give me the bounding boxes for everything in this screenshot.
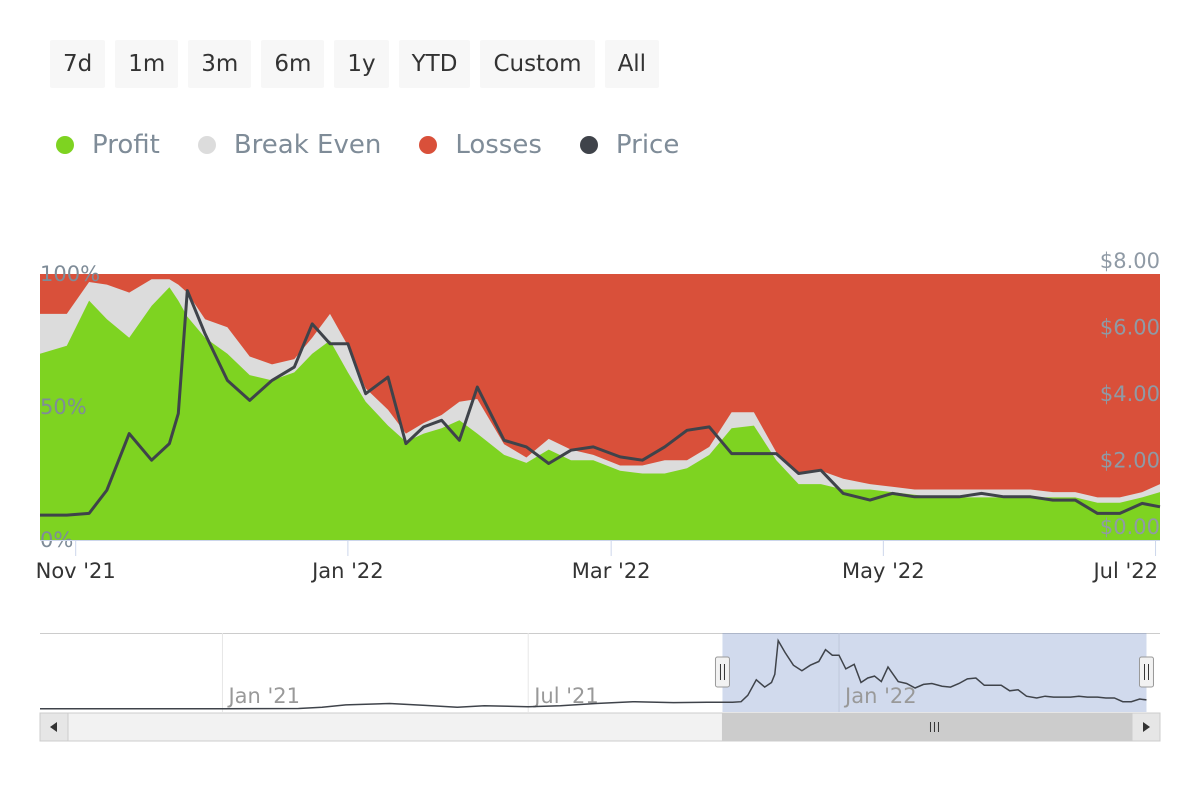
legend-label: Price: [615, 130, 680, 160]
range-6m-button[interactable]: 6m: [261, 40, 325, 88]
legend-label: Break Even: [233, 130, 382, 160]
legend-item-losses[interactable]: Losses: [419, 130, 542, 160]
y-left-tick-label: 100%: [40, 262, 100, 286]
navigator-price-line: [40, 638, 1147, 710]
x-tick-label: Nov '21: [36, 559, 116, 583]
legend-label: Losses: [455, 130, 542, 160]
arrow-left-icon: [50, 722, 57, 732]
y-right-tick-label: $0.00: [1100, 515, 1160, 539]
grip-icon: [714, 656, 730, 688]
range-1m-button[interactable]: 1m: [115, 40, 179, 88]
x-tick-label: Mar '22: [572, 559, 651, 583]
x-tick-label: Jan '22: [310, 559, 384, 583]
legend: Profit Break Even Losses Price: [56, 130, 679, 160]
circle-marker-icon: [419, 136, 438, 154]
y-right-tick-label: $6.00: [1100, 316, 1160, 340]
profit-area: [40, 287, 1160, 540]
y-right-tick-label: $4.00: [1100, 382, 1160, 406]
range-selector: 7d 1m 3m 6m 1y YTD Custom All: [50, 40, 660, 88]
price-line: [40, 289, 1161, 517]
circle-marker-icon: [56, 136, 74, 154]
navigator-left-handle[interactable]: [714, 656, 730, 688]
scroll-left-button[interactable]: [39, 712, 69, 742]
grip-icon: [1138, 656, 1154, 688]
legend-item-price[interactable]: Price: [579, 130, 680, 160]
range-ytd-button[interactable]: YTD: [398, 40, 471, 88]
x-tick-label: Jul '22: [1091, 559, 1158, 583]
arrow-right-icon: [1143, 722, 1150, 732]
y-left-tick-label: 50%: [40, 395, 87, 419]
circle-marker-icon: [579, 136, 598, 154]
legend-label: Profit: [92, 130, 160, 160]
y-right-tick-label: $8.00: [1100, 249, 1160, 273]
range-1y-button[interactable]: 1y: [334, 40, 389, 88]
range-custom-button[interactable]: Custom: [480, 40, 595, 88]
scroll-right-button[interactable]: [1131, 712, 1161, 742]
navigator-tick-label: Jan '21: [226, 684, 300, 708]
navigator-selected-range: [722, 633, 1147, 712]
navigator-right-handle[interactable]: [1138, 656, 1154, 688]
range-all-button[interactable]: All: [604, 40, 660, 88]
x-tick-label: May '22: [842, 559, 925, 583]
range-7d-button[interactable]: 7d: [50, 40, 106, 88]
circle-marker-icon: [197, 136, 216, 154]
legend-item-break-even[interactable]: Break Even: [197, 130, 382, 160]
legend-item-profit[interactable]: Profit: [56, 130, 160, 160]
y-right-tick-label: $2.00: [1100, 449, 1160, 473]
range-3m-button[interactable]: 3m: [188, 40, 252, 88]
navigator-tick-label: Jan '22: [843, 684, 917, 708]
